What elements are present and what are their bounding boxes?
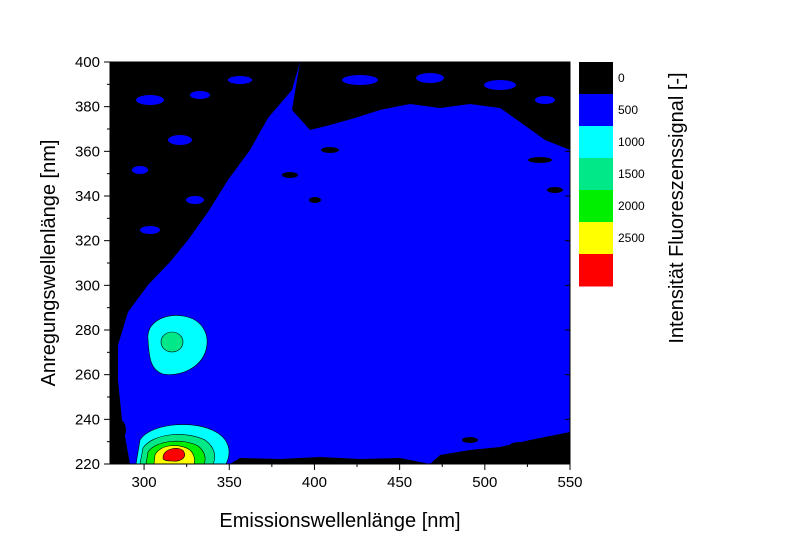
y-tick-label: 280 — [75, 322, 100, 339]
contour-level-2500 — [162, 448, 185, 462]
colorbar-band — [579, 158, 613, 191]
colorbar-tick-label: 1500 — [618, 167, 645, 181]
colorbar-tick-label: 1000 — [618, 135, 645, 149]
y-tick-label: 360 — [75, 143, 100, 160]
x-axis-title: Emissionswellenlänge [nm] — [219, 510, 460, 532]
plot-area — [110, 62, 570, 464]
contour-region-bottom-dark — [430, 432, 570, 464]
y-tick-label: 220 — [75, 456, 100, 473]
y-tick-label: 320 — [75, 233, 100, 250]
colorbar-title: Intensität Fluoreszenssignal [-] — [666, 72, 688, 343]
x-tick-label: 550 — [557, 474, 582, 491]
colorbar-band — [579, 190, 613, 223]
x-tick-label: 400 — [302, 474, 327, 491]
x-tick-label: 350 — [217, 474, 242, 491]
y-tick-label: 340 — [75, 188, 100, 205]
colorbar: 0 500 1000 1500 2000 2500 — [579, 62, 645, 287]
x-tick-label: 450 — [387, 474, 412, 491]
y-tick-label: 260 — [75, 367, 100, 384]
contour-noise-dark — [114, 147, 563, 448]
colorbar-band — [579, 254, 613, 287]
colorbar-band — [579, 126, 613, 159]
peak-275 — [147, 315, 208, 375]
colorbar-tick-label: 0 — [618, 71, 625, 85]
y-axis-title: Anregungswellenlänge [nm] — [38, 140, 60, 387]
contour-region-bottom-strip-dark — [230, 457, 430, 464]
x-axis: 300 350 400 450 500 550 — [132, 62, 583, 491]
contour-level-1000 — [160, 331, 184, 353]
x-tick-label: 500 — [472, 474, 497, 491]
colorbar-band — [579, 222, 613, 255]
y-tick-label: 300 — [75, 277, 100, 294]
colorbar-tick-label: 500 — [618, 103, 638, 117]
contour-region-left-dark — [110, 62, 300, 464]
y-tick-label: 380 — [75, 99, 100, 116]
y-axis: 220 240 260 280 300 320 340 360 380 400 — [75, 54, 570, 473]
colorbar-tick-label: 2000 — [618, 199, 645, 213]
peak-225 — [135, 424, 230, 464]
contour-noise — [132, 73, 555, 234]
y-tick-label: 400 — [75, 54, 100, 71]
colorbar-band — [579, 62, 613, 95]
colorbar-tick-label: 2500 — [618, 231, 645, 245]
x-tick-label: 300 — [132, 474, 157, 491]
colorbar-band — [579, 94, 613, 127]
y-tick-label: 240 — [75, 411, 100, 428]
